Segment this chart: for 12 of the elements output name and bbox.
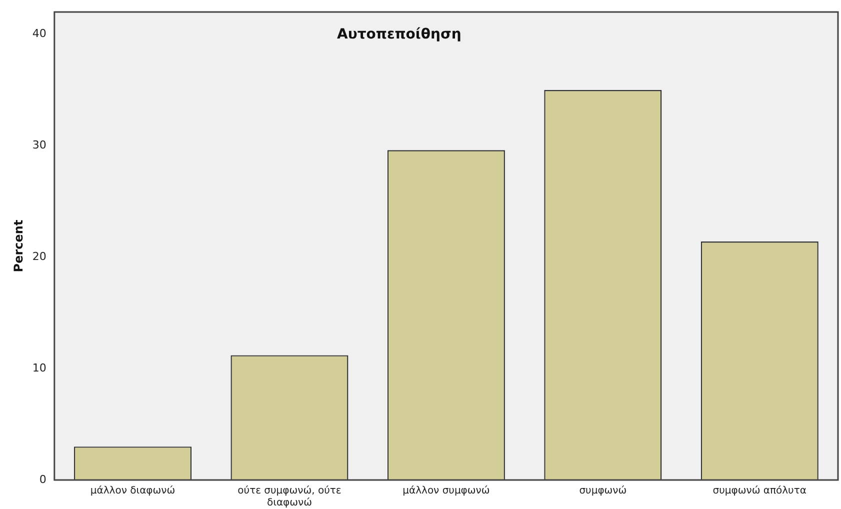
y-tick-label: 30 (32, 138, 46, 152)
y-axis-title: Percent (11, 220, 26, 272)
text: Αυτοπεποίθηση (337, 26, 462, 43)
x-tick-label: μάλλον συμφωνώ (402, 486, 490, 497)
y-tick-label: 0 (39, 472, 46, 486)
y-tick-label: 10 (32, 361, 46, 374)
y-tick-label: 20 (32, 250, 46, 263)
x-tick-label: μάλλον διαφωνώ (90, 486, 176, 497)
x-tick-label: συμφωνώ απόλυτα (712, 486, 807, 497)
y-tick-label: 40 (32, 27, 46, 40)
x-tick-label: ούτε συμφωνώ, ούτε διαφωνώ (238, 486, 342, 509)
x-tick-label: συμφωνώ (579, 486, 627, 497)
